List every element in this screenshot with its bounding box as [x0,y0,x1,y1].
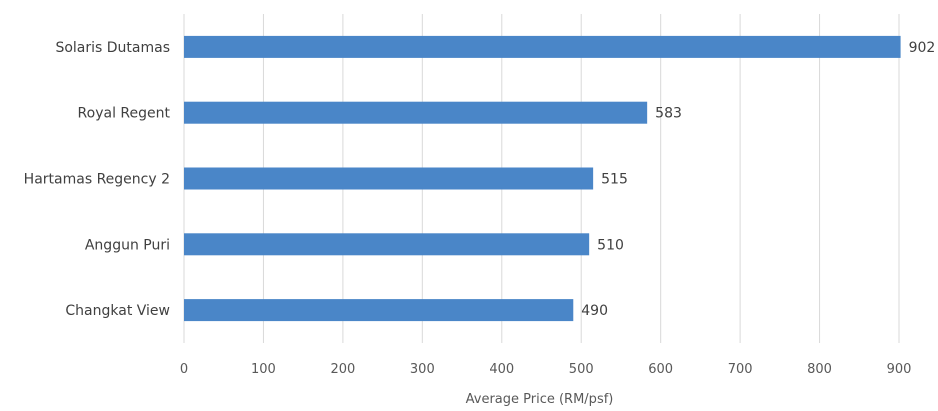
category-label: Changkat View [65,303,170,319]
data-label: 583 [655,106,682,122]
bar [184,35,901,58]
bar [184,233,590,256]
category-label: Royal Regent [78,106,171,122]
x-tick-label: 800 [807,362,832,377]
x-tick-label: 400 [489,362,514,377]
category-label: Solaris Dutamas [55,40,170,56]
category-label: Hartamas Regency 2 [24,172,170,188]
value-labels: 902 583 515 510 490 [581,40,935,319]
x-tick-label: 500 [569,362,594,377]
category-label: Anggun Puri [85,237,170,253]
x-tick-label: 200 [330,362,355,377]
data-label: 490 [581,303,608,319]
x-tick-label: 0 [180,362,188,377]
x-axis-title: Average Price (RM/psf) [466,392,614,407]
bar [184,167,594,190]
bars [184,35,901,322]
x-tick-label: 900 [887,362,912,377]
x-tick-label: 100 [251,362,276,377]
category-labels: Solaris Dutamas Royal Regent Hartamas Rege… [24,40,171,319]
x-tick-label: 700 [728,362,753,377]
bar [184,101,648,124]
bar [184,299,574,322]
data-label: 515 [601,172,628,188]
data-label: 510 [597,237,624,253]
x-tick-label: 600 [648,362,673,377]
x-tick-label: 300 [410,362,435,377]
x-tick-labels: 0 100 200 300 400 500 600 700 800 900 [180,362,912,377]
data-label: 902 [909,40,936,56]
